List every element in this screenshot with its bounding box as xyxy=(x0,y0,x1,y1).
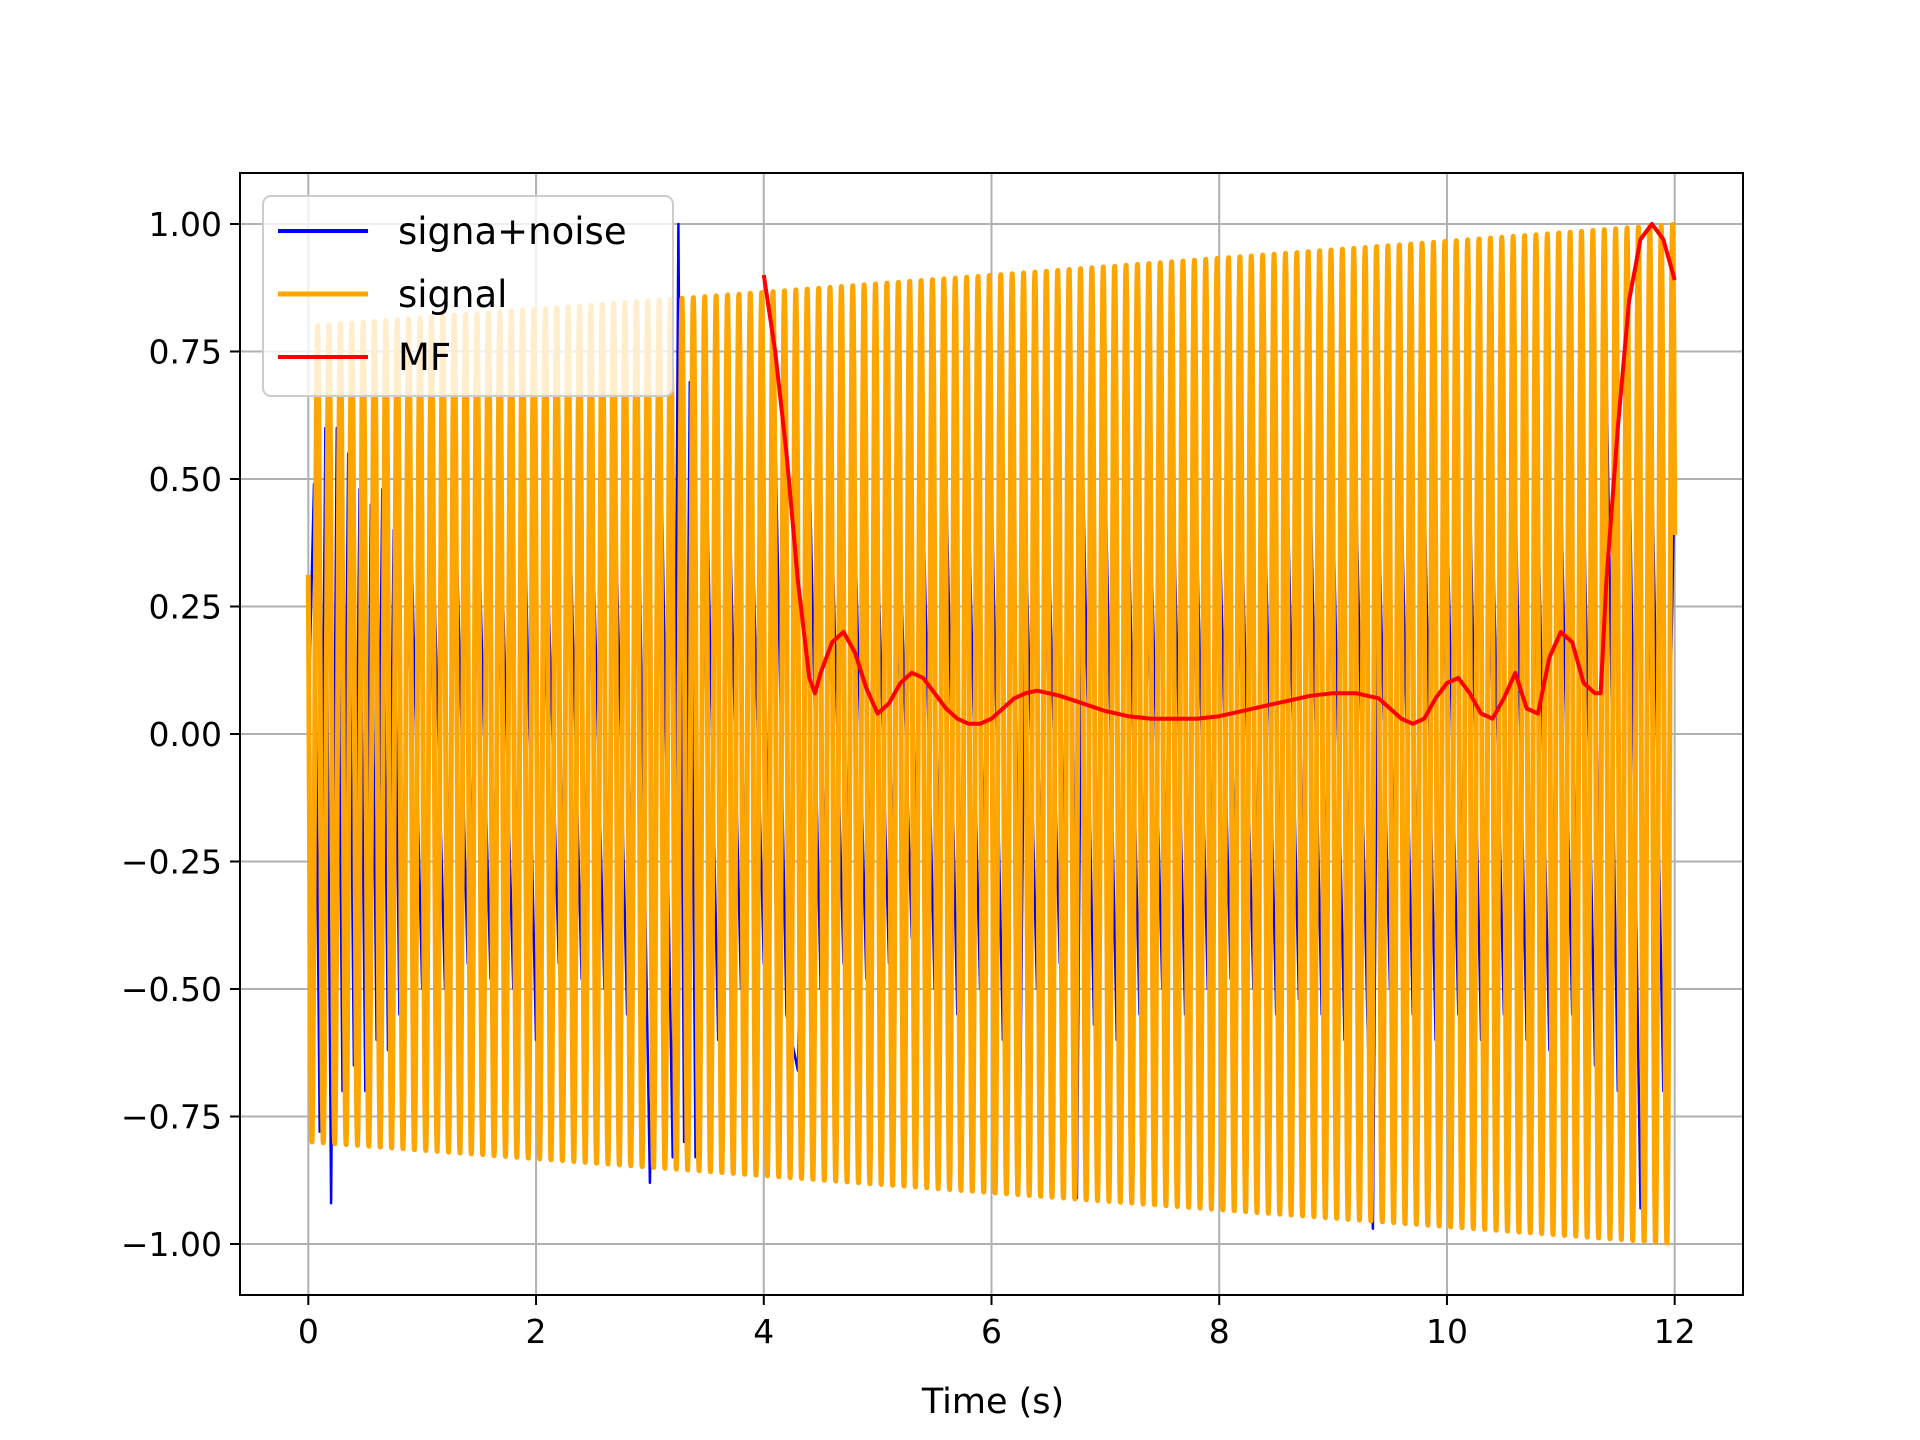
legend: signa+noise signal MF xyxy=(262,195,674,397)
legend-box xyxy=(262,195,674,397)
ticks: 0 2 4 6 8 10 12 1.00 0.75 0.50 0.25 0.00 −0.25 −0.50 −… xyxy=(121,205,1696,1351)
series-line-signal xyxy=(305,222,1678,1246)
y-tick-label: −0.75 xyxy=(121,1098,222,1137)
y-tick-label: 0.00 xyxy=(149,715,222,754)
y-tick-label: 1.00 xyxy=(149,205,222,244)
x-tick-label: 8 xyxy=(1209,1312,1230,1351)
plot-lines xyxy=(305,222,1678,1246)
legend-label: signal xyxy=(398,273,507,316)
x-tick-label: 12 xyxy=(1654,1312,1696,1351)
x-tick-label: 10 xyxy=(1426,1312,1468,1351)
x-tick-label: 6 xyxy=(981,1312,1002,1351)
x-axis-label: Time (s) xyxy=(921,1382,1064,1422)
y-tick-label: 0.25 xyxy=(149,588,222,627)
y-tick-label: −0.25 xyxy=(121,843,222,882)
y-tick-label: −0.50 xyxy=(121,970,222,1009)
legend-label: MF xyxy=(398,336,451,379)
x-tick-label: 2 xyxy=(526,1312,547,1351)
legend-label: signa+noise xyxy=(398,210,627,253)
y-tick-label: 0.75 xyxy=(149,333,222,372)
y-tick-label: 0.50 xyxy=(149,460,222,499)
series-line-mf xyxy=(761,222,1677,726)
x-tick-label: 4 xyxy=(753,1312,774,1351)
x-tick-label: 0 xyxy=(298,1312,319,1351)
y-tick-label: −1.00 xyxy=(121,1225,222,1264)
